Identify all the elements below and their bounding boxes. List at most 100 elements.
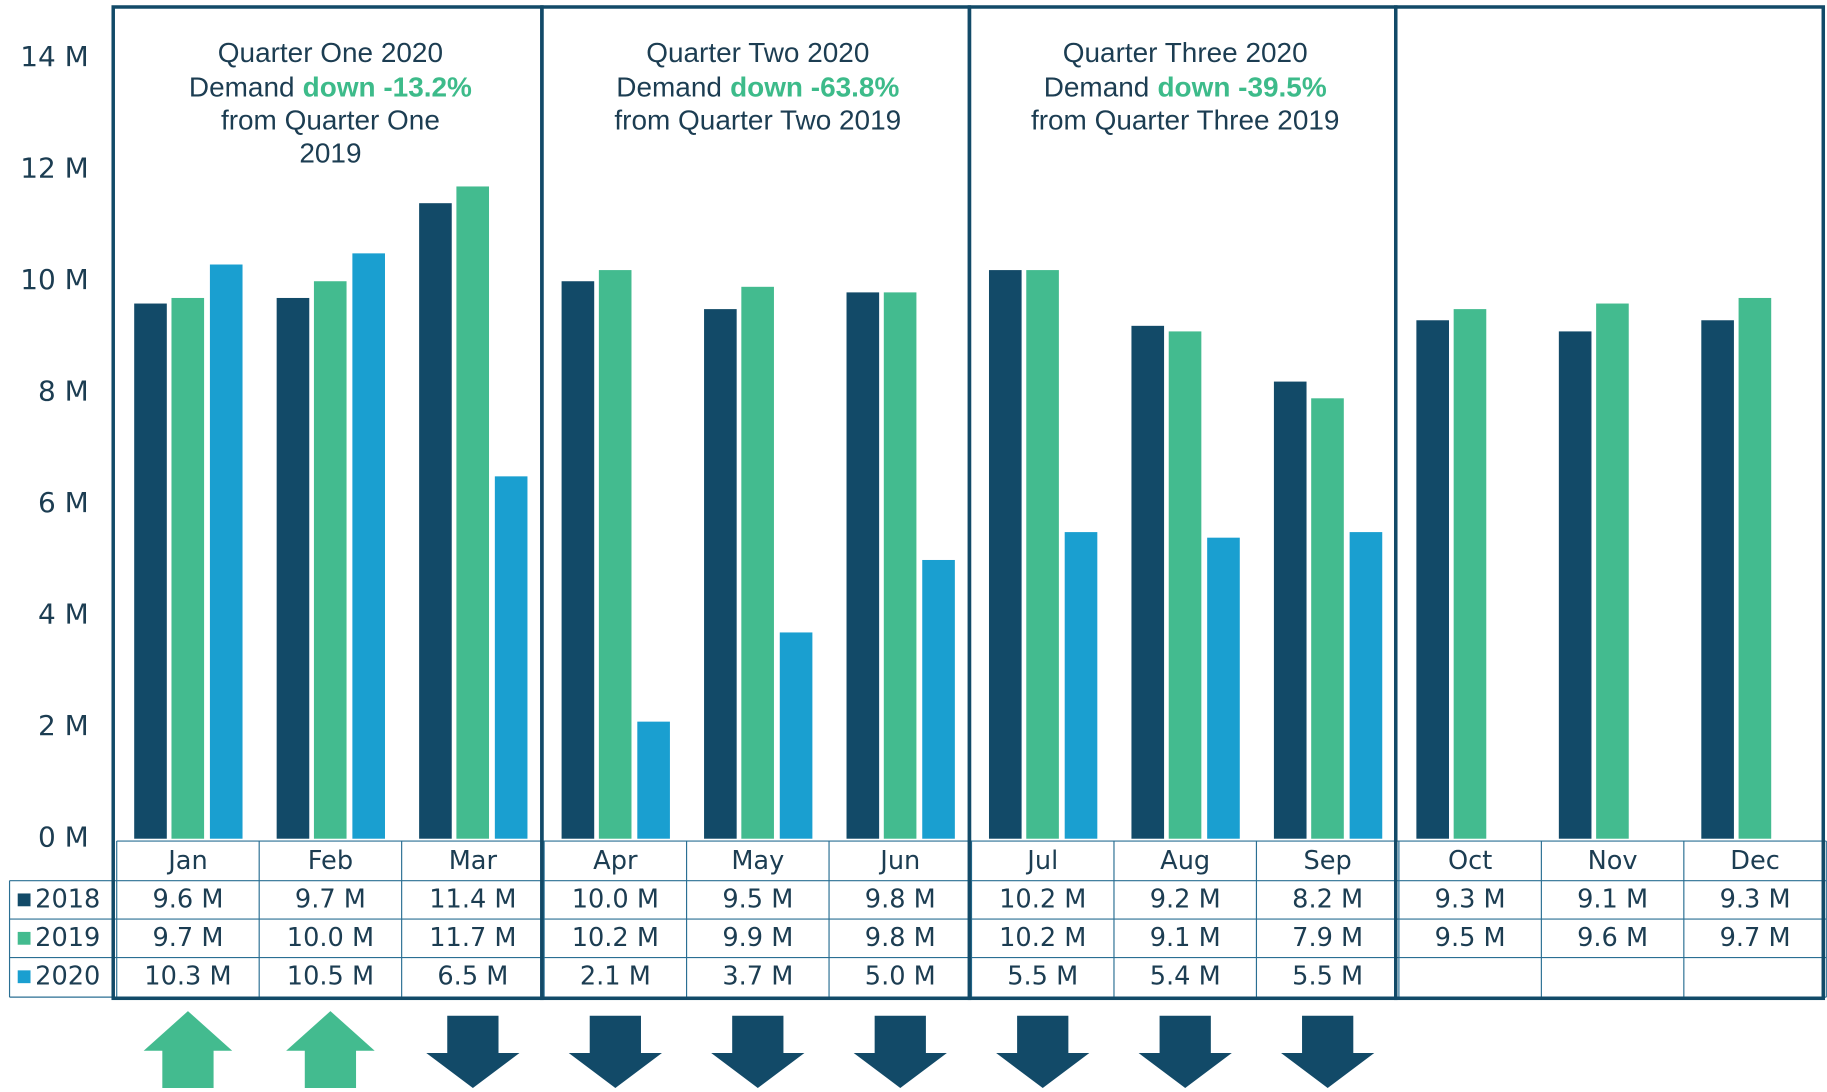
bar — [779, 632, 813, 839]
x-tick-label: Aug — [1160, 846, 1210, 876]
table-value: 9.3 M — [1720, 884, 1791, 914]
bar — [313, 281, 347, 839]
table-value: 3.7 M — [722, 961, 793, 991]
table-value: 9.5 M — [1435, 923, 1506, 953]
table-value: 9.2 M — [1150, 884, 1221, 914]
table-value: 2.1 M — [580, 961, 651, 991]
bar — [1207, 537, 1240, 839]
x-tick-label: Apr — [593, 846, 638, 876]
legend-label: 2018 — [35, 884, 100, 914]
table-value: 9.7 M — [1720, 923, 1791, 953]
bar — [988, 270, 1022, 839]
annotation-line: Demand down -39.5% — [1044, 72, 1327, 103]
y-tick-label: 2 M — [38, 709, 89, 742]
annotation-highlight: down -39.5% — [1157, 72, 1326, 103]
bar — [741, 286, 774, 839]
legend-swatch — [17, 970, 31, 984]
table-value: 5.5 M — [1007, 961, 1078, 991]
table-value: 10.3 M — [144, 961, 231, 991]
y-tick-label: 6 M — [38, 486, 89, 519]
bar — [1738, 297, 1772, 839]
arrow-down — [1138, 1015, 1232, 1088]
table-value: 9.7 M — [295, 884, 366, 914]
table-value: 10.2 M — [999, 884, 1086, 914]
bar — [598, 270, 632, 839]
bar — [1558, 331, 1592, 839]
bar — [1168, 331, 1202, 839]
table-value: 10.2 M — [572, 923, 659, 953]
bar — [637, 721, 670, 839]
bar — [1131, 325, 1165, 839]
annotation-line: Demand down -13.2% — [189, 72, 472, 103]
legend-swatch — [17, 931, 31, 945]
table-value: 9.6 M — [1577, 923, 1648, 953]
arrow-down — [996, 1015, 1090, 1088]
annotation-line: from Quarter Three 2019 — [1031, 105, 1340, 136]
bar — [171, 297, 205, 839]
legend-swatch — [17, 893, 31, 907]
bar — [134, 303, 167, 839]
x-tick-label: Nov — [1588, 846, 1638, 876]
x-tick-label: Jun — [878, 846, 920, 876]
quarter-box — [1394, 5, 1826, 1001]
y-tick-label: 10 M — [20, 263, 89, 296]
bar — [704, 309, 737, 839]
y-tick-label: 4 M — [38, 598, 89, 631]
x-tick-label: Feb — [308, 846, 353, 876]
table-value: 5.4 M — [1150, 961, 1221, 991]
x-tick-label: Jan — [166, 846, 207, 876]
table-value: 11.7 M — [429, 923, 516, 953]
bar — [1273, 381, 1307, 839]
annotation-title: Quarter Three 2020 — [1063, 37, 1308, 68]
table-value: 9.1 M — [1150, 923, 1221, 953]
bar — [419, 203, 452, 839]
bar — [352, 253, 385, 839]
annotation-title: Quarter One 2020 — [218, 37, 443, 68]
x-tick-label: Mar — [449, 846, 498, 876]
table-value: 9.5 M — [722, 884, 793, 914]
arrow-down — [568, 1015, 662, 1088]
annotation-line: from Quarter Two 2019 — [614, 105, 901, 136]
table-value: 5.5 M — [1292, 961, 1363, 991]
bar — [276, 297, 310, 839]
bar — [1416, 320, 1449, 839]
annotation-highlight: down -63.8% — [730, 72, 899, 103]
bar — [883, 292, 917, 839]
table-value: 9.9 M — [722, 923, 793, 953]
x-tick-label: Jul — [1025, 846, 1058, 876]
x-tick-label: Sep — [1304, 846, 1352, 876]
annotation-highlight: down -13.2% — [303, 72, 472, 103]
legend-label: 2019 — [35, 923, 100, 953]
annotation-line: Demand down -63.8% — [616, 72, 899, 103]
bar — [1596, 303, 1629, 839]
table-value: 6.5 M — [437, 961, 508, 991]
annotation-line: 2019 — [299, 137, 361, 168]
bar — [494, 476, 528, 839]
y-tick-label: 12 M — [20, 152, 89, 185]
bar — [922, 559, 955, 839]
table-value: 9.8 M — [865, 923, 936, 953]
table-value: 10.0 M — [287, 923, 374, 953]
table-value: 8.2 M — [1292, 884, 1363, 914]
x-tick-label: Oct — [1448, 846, 1492, 876]
bar — [1701, 320, 1734, 839]
annotation-line: from Quarter One — [221, 105, 440, 136]
y-tick-label: 0 M — [38, 821, 89, 854]
x-tick-label: Dec — [1730, 846, 1780, 876]
bar — [209, 264, 243, 839]
bar — [1349, 532, 1383, 839]
table-value: 10.0 M — [572, 884, 659, 914]
y-tick-label: 14 M — [20, 40, 89, 73]
table-value: 5.0 M — [865, 961, 936, 991]
table-value: 9.3 M — [1435, 884, 1506, 914]
bar — [1026, 270, 1059, 839]
bar — [1453, 309, 1487, 839]
annotation-prefix: Demand — [189, 72, 295, 103]
annotation-title: Quarter Two 2020 — [646, 37, 869, 68]
legend-label: 2020 — [35, 961, 100, 991]
arrow-down — [1281, 1015, 1375, 1088]
arrow-down — [711, 1015, 805, 1088]
arrow-up — [143, 1011, 233, 1088]
table-value: 7.9 M — [1292, 923, 1363, 953]
